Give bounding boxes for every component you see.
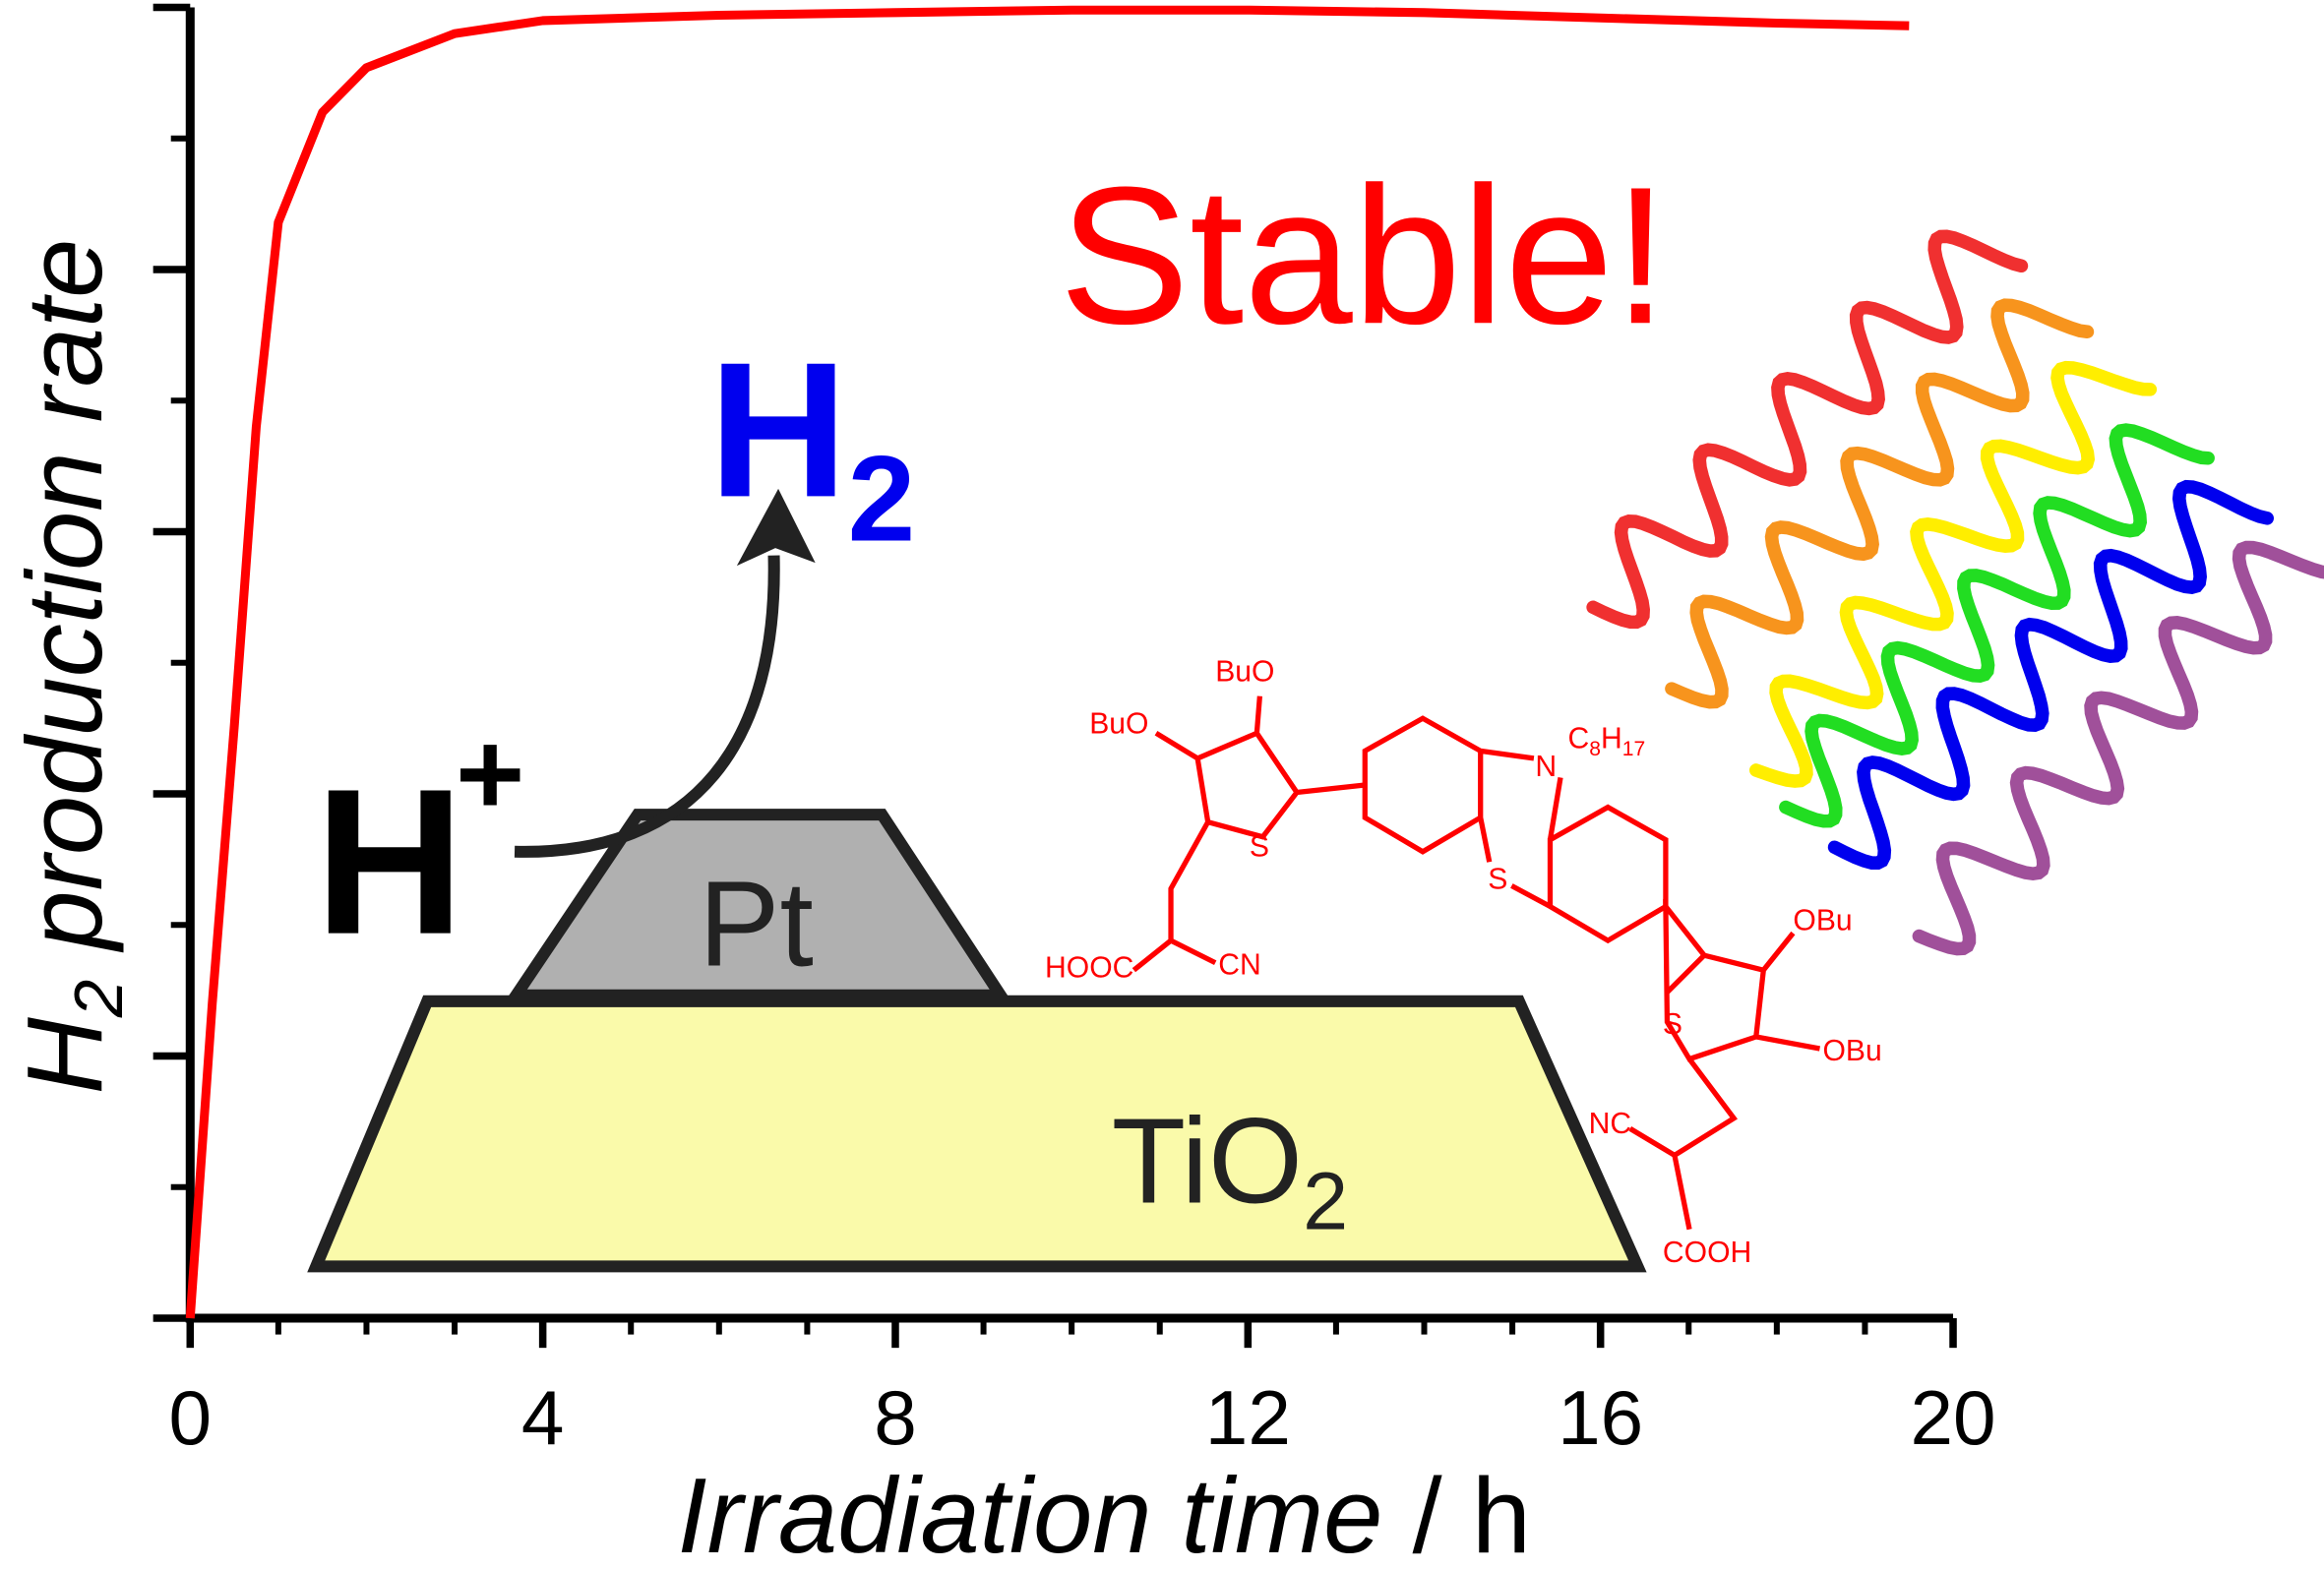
- mol-label: COOH: [1663, 1237, 1751, 1269]
- x-tick-label: 4: [521, 1374, 565, 1461]
- bonds-left: [1131, 695, 1366, 973]
- x-tick-label: 0: [169, 1374, 213, 1461]
- tio2-sub: 2: [1303, 1156, 1348, 1247]
- mol-label: OBu: [1793, 905, 1852, 937]
- x-tick-label: 20: [1910, 1374, 1995, 1461]
- x-label-main: Irradiation time: [678, 1456, 1383, 1570]
- mol-label: S: [1663, 1008, 1682, 1041]
- mol-label: S: [1250, 830, 1269, 863]
- y-label-main: H: [5, 1017, 124, 1095]
- mol-label: S: [1488, 863, 1507, 895]
- x-tick-label: 8: [874, 1374, 917, 1461]
- data-line: [185, 5, 1910, 1319]
- mol-label: CN: [1218, 949, 1261, 982]
- bonds-right: [1628, 898, 1820, 1231]
- x-label-unit: / h: [1382, 1456, 1531, 1570]
- mol-label: OBu: [1823, 1035, 1882, 1067]
- wave: [1912, 540, 2324, 956]
- mol-label: NC: [1589, 1108, 1632, 1140]
- y-axis-label: H2 production rate: [5, 239, 137, 1095]
- wave: [1748, 360, 2158, 788]
- arrow-head: [736, 488, 816, 567]
- proton-label: H+: [315, 707, 525, 977]
- x-tick-label: 16: [1558, 1374, 1643, 1461]
- mol-label: HOOC: [1045, 952, 1133, 985]
- wave: [1827, 479, 2274, 870]
- x-axis-label: Irradiation time / h: [678, 1456, 1532, 1570]
- mol-label: BuO: [1089, 707, 1148, 740]
- y-label-rest: production rate: [5, 239, 124, 980]
- mol-label: BuO: [1215, 656, 1274, 689]
- alkyl-part: C: [1568, 722, 1590, 755]
- h2-main: H: [708, 323, 847, 537]
- pt-particle: [505, 809, 1012, 1001]
- h2-sub: 2: [848, 432, 916, 568]
- tio2-label: TiO2: [1112, 1094, 1348, 1247]
- proton-main: H: [315, 746, 464, 978]
- alkyl-part: H: [1601, 722, 1622, 755]
- tio2-slab: [307, 995, 1647, 1273]
- bonds-center: [1362, 715, 1669, 944]
- y-label-sub: 2: [60, 980, 137, 1019]
- alkyl-label: C8H17: [1568, 722, 1646, 760]
- light-waves: [1586, 229, 2324, 956]
- scheme: Pt TiO2 H+ H2: [307, 323, 1647, 1273]
- tio2-main: TiO: [1112, 1094, 1303, 1230]
- wave: [1586, 229, 2029, 630]
- mol-label: N: [1535, 751, 1557, 783]
- alkyl-part: 17: [1622, 738, 1645, 760]
- annotation: Stable!: [1059, 147, 1668, 365]
- dye-molecule: BuO BuO N C8H17 S HOOC CN S OBu OBu S NC…: [1045, 656, 1882, 1269]
- pt-label: Pt: [699, 857, 814, 993]
- h2-label: H2: [708, 323, 915, 567]
- alkyl-part: 8: [1589, 738, 1601, 760]
- x-tick-label: 12: [1205, 1374, 1291, 1461]
- proton-charge: +: [456, 707, 524, 840]
- wave: [1665, 298, 2095, 709]
- wave: [1779, 423, 2215, 828]
- arrow: [514, 555, 780, 858]
